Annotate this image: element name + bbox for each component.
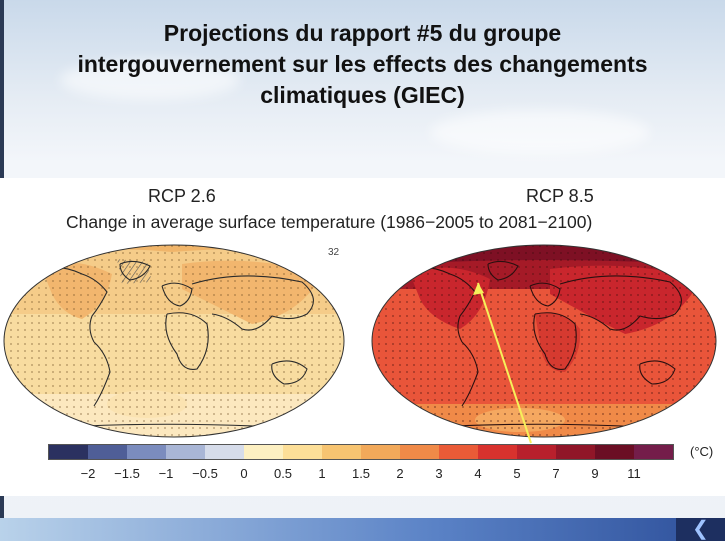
figure-subtitle: Change in average surface temperature (1… [66,212,593,232]
cloud-decoration [430,110,650,155]
colorbar-swatch [595,445,634,459]
colorbar-tick-label: 2 [396,466,404,481]
colorbar-tick-label: 5 [513,466,521,481]
colorbar-tick-label: 9 [591,466,599,481]
colorbar-tick-label: 7 [552,466,560,481]
colorbar-swatch [49,445,88,459]
map-rcp85 [371,244,717,438]
colorbar-swatch [244,445,283,459]
arrow-line [477,282,532,444]
colorbar-tick-label: 3 [435,466,443,481]
colorbar-swatch [322,445,361,459]
map-rcp26 [3,244,345,438]
cloud-decoration [60,60,240,100]
colorbar [48,444,674,460]
colorbar-tick-label: 11 [627,466,641,481]
colorbar-tick-label: −2 [80,466,96,481]
arrow-head [473,283,484,295]
colorbar-tick-label: −1 [158,466,174,481]
chevron-double-left-icon: ❮ [692,518,709,540]
colorbar-swatch [634,445,673,459]
colorbar-swatch [283,445,322,459]
title-line-3: climatiques (GIEC) [260,82,465,108]
colorbar-tick-label: 1.5 [351,466,371,481]
colorbar-tick-label: 0.5 [273,466,293,481]
colorbar-tick-label: 4 [474,466,482,481]
colorbar-swatch [205,445,244,459]
colorbar-tick-label: 0 [240,466,248,481]
panel-number: 32 [328,247,340,258]
slide-title: Projections du rapport #5 du groupe inte… [40,18,685,111]
colorbar-swatch [127,445,166,459]
colorbar-swatch [88,445,127,459]
colorbar-unit: (°C) [690,444,714,459]
left-panel-title: RCP 2.6 [148,186,216,206]
colorbar-swatch [556,445,595,459]
colorbar-swatch [166,445,205,459]
colorbar-tick-label: 1 [318,466,326,481]
previous-slide-button[interactable]: ❮ [676,518,725,541]
colorbar-tick-label: −0.5 [192,466,218,481]
title-line-2: intergouvernement sur les effects des ch… [77,51,648,77]
colorbar-tick-label: −1.5 [114,466,140,481]
bottom-band [0,518,725,541]
colorbar-swatch [400,445,439,459]
title-line-1: Projections du rapport #5 du groupe [163,20,562,46]
colorbar-swatch [478,445,517,459]
right-panel-title: RCP 8.5 [526,186,594,206]
colorbar-swatch [517,445,556,459]
colorbar-swatch [361,445,400,459]
colorbar-swatch [439,445,478,459]
